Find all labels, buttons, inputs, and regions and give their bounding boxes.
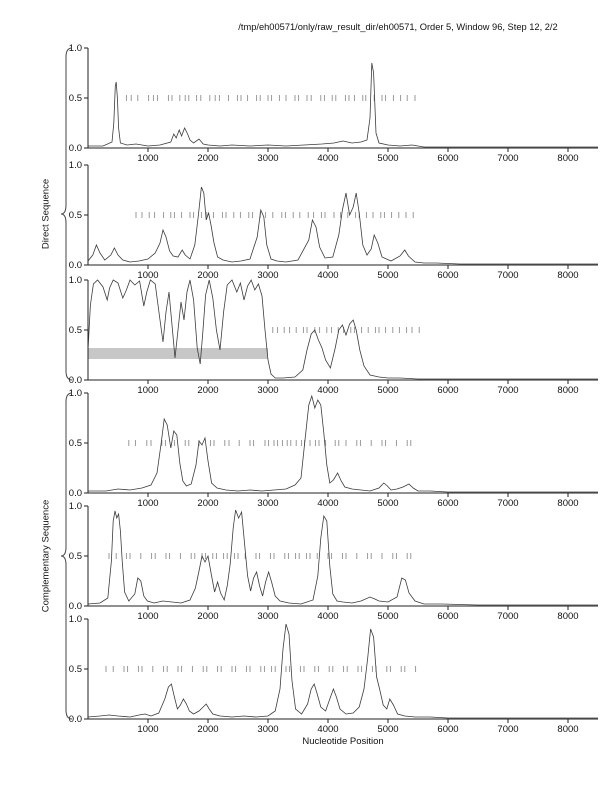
x-tick-label: 6000	[437, 498, 458, 509]
x-tick-label: 6000	[437, 611, 458, 622]
y-tick-label: 0.0	[69, 601, 82, 612]
x-tick-label: 3000	[257, 498, 278, 509]
x-tick-label: 1000	[137, 498, 158, 509]
x-tick-label: 4000	[317, 611, 338, 622]
x-tick-label: 7000	[497, 498, 518, 509]
y-tick-label: 1.0	[69, 614, 82, 625]
x-tick-label: 2000	[197, 724, 218, 735]
x-tick-label: 5000	[377, 385, 398, 396]
x-tick-label: 3000	[257, 153, 278, 164]
panel-complementary-1: 0.0 0.5 1.0 1000 2000 3000 4000 5000 6000 7000 800…	[69, 388, 598, 509]
x-tick-label: 8000	[557, 385, 578, 396]
probability-trace	[88, 394, 598, 493]
x-tick-label: 2000	[197, 611, 218, 622]
x-tick-label: 3000	[257, 724, 278, 735]
panel-axes	[87, 165, 598, 266]
x-tick-label: 7000	[497, 611, 518, 622]
probability-trace	[87, 623, 598, 719]
y-tick-label: 0.5	[69, 438, 82, 449]
probability-trace	[87, 186, 598, 265]
x-tick-label: 5000	[377, 498, 398, 509]
x-tick-label: 2000	[197, 153, 218, 164]
x-tick-label: 6000	[437, 724, 458, 735]
y-tick-label: 0.5	[69, 551, 82, 562]
panel-axes	[87, 506, 598, 607]
x-tick-label: 5000	[377, 611, 398, 622]
y-tick-label: 0.0	[69, 260, 82, 271]
x-tick-label: 5000	[377, 724, 398, 735]
x-tick-label: 8000	[557, 724, 578, 735]
y-tick-label: 0.5	[69, 93, 82, 104]
y-tick-label: 0.5	[69, 325, 82, 336]
x-tick-label: 8000	[557, 498, 578, 509]
marker-ticks	[135, 212, 414, 218]
x-tick-label: 7000	[497, 270, 518, 281]
y-tick-label: 0.0	[69, 143, 82, 154]
x-tick-label: 1000	[137, 270, 158, 281]
y-tick-label: 1.0	[69, 43, 82, 54]
y-tick-label: 1.0	[69, 501, 82, 512]
x-tick-label: 3000	[257, 270, 278, 281]
panel-direct-2: 0.0 0.5 1.0 1000 2000 3000 4000 5000 6000 7000 800…	[69, 160, 598, 281]
x-tick-label: 3000	[257, 385, 278, 396]
x-tick-label: 8000	[557, 153, 578, 164]
x-tick-label: 1000	[137, 153, 158, 164]
panel-axes	[87, 48, 598, 149]
x-tick-label: 8000	[557, 270, 578, 281]
x-tick-label: 4000	[317, 724, 338, 735]
y-tick-label: 0.5	[69, 664, 82, 675]
x-tick-label: 4000	[317, 270, 338, 281]
probability-trace	[87, 279, 598, 380]
panel-complementary-2: 0.0 0.5 1.0 1000 2000 3000 4000 5000 6000 7000 800…	[69, 501, 598, 622]
x-axis-label: Nucleotide Position	[302, 736, 384, 747]
x-tick-label: 4000	[317, 498, 338, 509]
x-tick-label: 6000	[437, 153, 458, 164]
x-tick-label: 7000	[497, 724, 518, 735]
group-brace-2	[60, 392, 73, 720]
plot-title: /tmp/eh00571/only/raw_result_dir/eh00571…	[238, 22, 558, 32]
x-tick-label: 8000	[557, 611, 578, 622]
x-tick-label: 1000	[137, 611, 158, 622]
x-tick-label: 7000	[497, 153, 518, 164]
x-tick-label: 5000	[377, 270, 398, 281]
panel-direct-1: 0.0 0.5 1.0 1000 2000 3000 4000 5000 6000 7000 800…	[69, 43, 598, 164]
x-tick-label: 2000	[197, 385, 218, 396]
x-tick-label: 6000	[437, 270, 458, 281]
marker-ticks	[125, 95, 416, 101]
x-tick-label: 4000	[317, 153, 338, 164]
x-tick-label: 4000	[317, 385, 338, 396]
y-tick-label: 1.0	[69, 160, 82, 171]
threshold-band	[88, 348, 268, 359]
x-tick-label: 2000	[197, 270, 218, 281]
marker-ticks	[105, 666, 417, 672]
x-tick-label: 2000	[197, 498, 218, 509]
marker-ticks	[108, 553, 412, 559]
panel-axes	[87, 393, 598, 494]
x-tick-label: 1000	[137, 724, 158, 735]
x-tick-label: 3000	[257, 611, 278, 622]
y-tick-label: 1.0	[69, 275, 82, 286]
x-tick-label: 7000	[497, 385, 518, 396]
y-tick-label: 0.5	[69, 210, 82, 221]
probability-trace	[88, 62, 598, 148]
y-tick-label: 0.0	[69, 375, 82, 386]
x-tick-label: 1000	[137, 385, 158, 396]
y-tick-label: 0.0	[69, 714, 82, 725]
x-tick-label: 5000	[377, 153, 398, 164]
probability-trace	[87, 509, 598, 606]
y-tick-label: 1.0	[69, 388, 82, 399]
group-brace-1	[60, 47, 73, 381]
panel-complementary-3: 0.0 0.5 1.0 1000 2000 3000 4000 5000 6000 7000 800…	[69, 614, 598, 735]
y-tick-label: 0.0	[69, 488, 82, 499]
x-tick-label: 6000	[437, 385, 458, 396]
marker-ticks	[272, 327, 420, 333]
panel-direct-3: 0.0 0.5 1.0 1000 2000 3000 4000 5000 6000 7000 800…	[69, 275, 598, 396]
panel-axes	[87, 619, 598, 720]
